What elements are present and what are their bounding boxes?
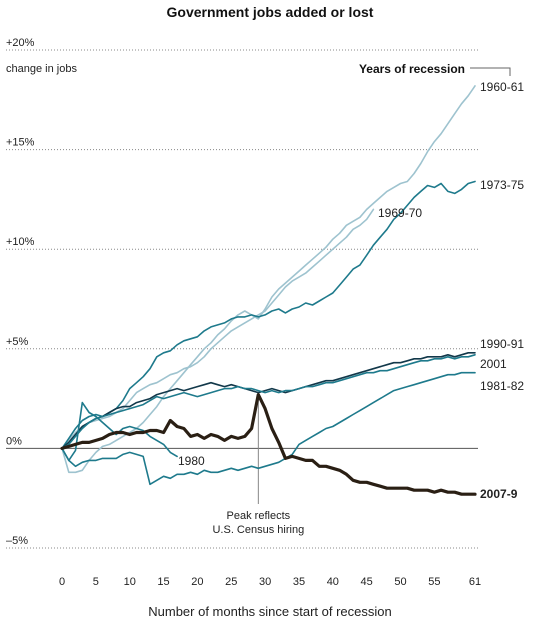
series-line-2007-9	[60, 393, 477, 496]
x-tick-label: 45	[361, 576, 373, 588]
y-tick-label: –5%	[6, 535, 28, 547]
series-line-1990-91	[61, 351, 476, 450]
x-tick-label: 5	[93, 576, 99, 588]
chart-title: Government jobs added or lost	[167, 4, 374, 20]
series-label: 1980	[178, 454, 205, 468]
x-tick-label: 55	[428, 576, 440, 588]
series-label: 2007-9	[480, 487, 518, 501]
series-line-1960-61	[61, 85, 476, 474]
x-tick-label: 0	[59, 576, 65, 588]
annotation-text: U.S. Census hiring	[212, 524, 304, 536]
legend-bracket	[470, 67, 511, 76]
y-tick-label: 0%	[6, 435, 22, 447]
legend-title: Years of recession	[359, 62, 465, 76]
x-tick-label: 30	[259, 576, 271, 588]
x-tick-label: 20	[191, 576, 203, 588]
x-tick-label: 40	[327, 576, 339, 588]
x-tick-label: 25	[225, 576, 237, 588]
y-tick-label: +5%	[6, 336, 29, 348]
series-label: 1960-61	[480, 80, 524, 94]
grid-layer	[6, 49, 511, 549]
x-tick-label: 35	[293, 576, 305, 588]
series-label: 2001	[480, 357, 507, 371]
x-tick-label: 15	[157, 576, 169, 588]
series-layer	[60, 85, 477, 496]
series-line-1973-75	[61, 180, 476, 450]
label-layer: +20% +15% +10% +5% 0% –5% 0 5 10 15 20 25 30 35 40 45 50…	[6, 37, 524, 588]
series-line-2001	[61, 353, 476, 450]
series-label: 1973-75	[480, 178, 524, 192]
series-label: 1969-70	[378, 206, 422, 220]
x-tick-label: 50	[394, 576, 406, 588]
x-tick-label: 61	[469, 576, 481, 588]
annotation-text: Peak reflects	[227, 510, 291, 522]
y-axis-label: change in jobs	[6, 63, 77, 75]
y-tick-label: +10%	[6, 236, 35, 248]
series-label: 1981-82	[480, 379, 524, 393]
x-axis-label: Number of months since start of recessio…	[148, 604, 392, 619]
series-line-1981-82	[61, 371, 476, 486]
x-tick-label: 10	[124, 576, 136, 588]
y-tick-label: +20%	[6, 37, 35, 49]
series-label: 1990-91	[480, 337, 524, 351]
y-tick-label: +15%	[6, 137, 35, 149]
